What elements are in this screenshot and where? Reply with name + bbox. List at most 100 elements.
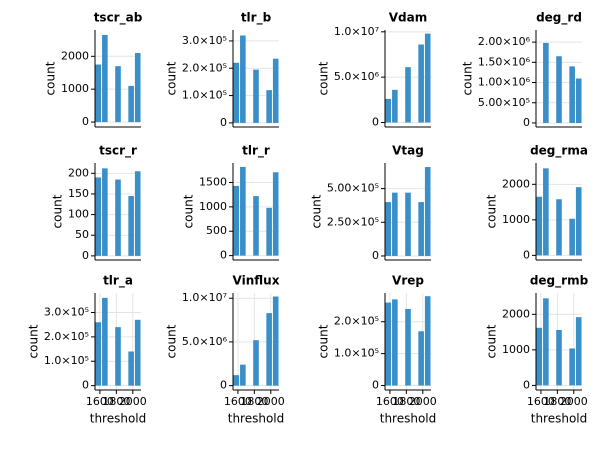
subplot: 0 5.0×10⁶ 1.0×10⁷ Vdam count bbox=[316, 11, 431, 128]
bar bbox=[240, 166, 246, 256]
y-axis-label: count bbox=[51, 194, 65, 228]
y-tick-label: 1.0×10⁷ bbox=[182, 291, 227, 304]
bar bbox=[385, 202, 392, 256]
y-tick-label: 2.0×10⁵ bbox=[334, 315, 379, 328]
bar bbox=[253, 340, 259, 386]
subplot-title: tscr_ab bbox=[94, 11, 143, 26]
subplot-title: deg_rd bbox=[536, 11, 582, 26]
y-axis-label: count bbox=[26, 324, 40, 358]
bar bbox=[424, 296, 431, 386]
bar bbox=[134, 171, 141, 256]
y-tick-label: 2000 bbox=[61, 49, 89, 62]
subplot-title: Vdam bbox=[389, 11, 427, 25]
subplot: 0 5.00×10⁵ 1.00×10⁶ 1.50×10⁶ 2.00×10⁶ deg_rdc… bbox=[460, 11, 582, 129]
y-tick-label: 1.50×10⁶ bbox=[478, 55, 531, 68]
bar bbox=[405, 67, 411, 123]
bar bbox=[128, 196, 134, 256]
bar bbox=[543, 298, 549, 386]
y-tick-label: 0 bbox=[523, 248, 530, 261]
bar bbox=[95, 322, 102, 386]
x-tick-label: 1600 bbox=[86, 395, 114, 408]
y-tick-label: 1.0×10⁷ bbox=[334, 25, 379, 38]
x-tick-label: 1600 bbox=[224, 395, 252, 408]
subplot-title: Vinflux bbox=[233, 274, 280, 288]
y-axis-label: count bbox=[485, 194, 499, 228]
bar bbox=[575, 187, 582, 256]
y-tick-label: 2000 bbox=[502, 177, 530, 190]
bar bbox=[543, 168, 549, 256]
bar bbox=[569, 66, 575, 123]
y-tick-label: 1500 bbox=[199, 175, 227, 188]
subplot-title: tlr_r bbox=[242, 144, 270, 159]
y-tick-label: 2000 bbox=[502, 307, 530, 320]
bar bbox=[266, 207, 272, 256]
x-tick-label: 1800 bbox=[392, 395, 420, 408]
bar bbox=[543, 42, 549, 123]
y-tick-label: 1000 bbox=[199, 200, 227, 213]
x-tick-label: 2000 bbox=[409, 395, 437, 408]
y-tick-label: 1.0×10⁵ bbox=[182, 89, 227, 102]
y-tick-label: 2.0×10⁵ bbox=[44, 330, 89, 343]
y-tick-label: 1.00×10⁶ bbox=[478, 76, 531, 89]
y-tick-label: 1000 bbox=[61, 82, 89, 95]
subplot-title: tscr_r bbox=[99, 144, 137, 159]
bar bbox=[240, 364, 246, 386]
y-axis-label: count bbox=[182, 194, 196, 228]
bar bbox=[536, 196, 543, 256]
bar bbox=[575, 78, 582, 123]
bar bbox=[385, 302, 392, 386]
bar bbox=[405, 192, 411, 256]
bar bbox=[418, 44, 424, 123]
bar bbox=[115, 179, 121, 256]
y-axis-label: count bbox=[316, 61, 330, 95]
bar bbox=[266, 313, 272, 386]
y-tick-label: 500 bbox=[206, 224, 227, 237]
y-tick-label: 2.00×10⁶ bbox=[478, 35, 531, 48]
bar bbox=[418, 331, 424, 386]
bar bbox=[405, 308, 411, 386]
bar bbox=[253, 196, 259, 256]
bar bbox=[556, 56, 562, 123]
x-tick-label: 1800 bbox=[102, 395, 130, 408]
y-tick-label: 150 bbox=[68, 187, 89, 200]
bar bbox=[575, 317, 582, 386]
x-tick-label: 2000 bbox=[257, 395, 285, 408]
y-tick-label: 2.50×10⁵ bbox=[327, 215, 379, 228]
x-tick-label: 2000 bbox=[560, 395, 588, 408]
bar bbox=[233, 375, 240, 386]
y-axis-label: count bbox=[164, 324, 178, 358]
bar bbox=[418, 202, 424, 256]
bar bbox=[134, 53, 141, 123]
bar bbox=[134, 319, 141, 386]
bar bbox=[95, 64, 102, 123]
bar bbox=[556, 329, 562, 386]
subplot-title: Vtag bbox=[392, 144, 424, 158]
bar bbox=[128, 351, 134, 386]
y-tick-label: 0 bbox=[523, 378, 530, 391]
subplot-title: tlr_a bbox=[103, 274, 133, 289]
subplot-title: tlr_b bbox=[241, 11, 272, 26]
y-axis-label: count bbox=[309, 194, 323, 228]
bar bbox=[424, 33, 431, 123]
x-axis-label: threshold bbox=[228, 412, 285, 426]
y-tick-label: 0 bbox=[82, 379, 89, 392]
y-tick-label: 1.0×10⁵ bbox=[334, 347, 379, 360]
subplot-title: Vrep bbox=[392, 274, 424, 288]
bar bbox=[424, 167, 431, 256]
y-tick-label: 0 bbox=[82, 115, 89, 128]
bar bbox=[392, 299, 398, 386]
x-axis-label: threshold bbox=[380, 412, 437, 426]
y-tick-label: 0 bbox=[82, 249, 89, 262]
y-tick-label: 3.0×10⁵ bbox=[44, 305, 89, 318]
bar bbox=[385, 98, 392, 123]
bar bbox=[233, 62, 240, 123]
bar bbox=[536, 327, 543, 386]
bar bbox=[272, 296, 279, 386]
y-tick-label: 0 bbox=[372, 115, 379, 128]
